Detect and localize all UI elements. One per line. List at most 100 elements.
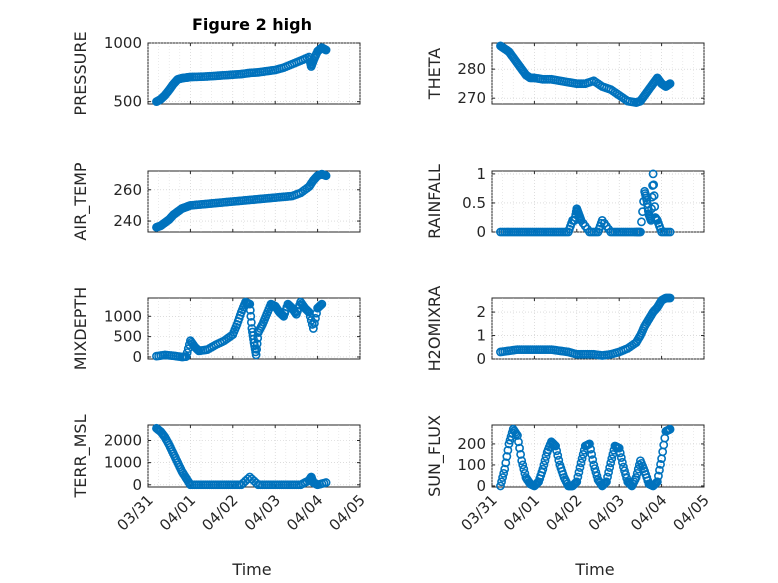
data-point [592,471,602,481]
data-point [607,454,617,464]
data-point [310,319,319,328]
y-axis-label: THETA [425,48,444,100]
y-tick-label: 1 [476,165,486,183]
data-point [321,45,331,55]
data-point [665,79,675,89]
x-axis-label-left: Time [231,560,271,579]
data-point [615,448,625,458]
data-point [585,439,594,449]
data-point [636,227,645,237]
y-tick-label: 1000 [104,454,142,472]
y-axis-label: AIR_TEMP [71,162,91,240]
data-point [586,444,595,454]
series-markers [152,169,331,232]
subplot-sun_flux: 03/31 04/01 04/02 04/03 04/04 04/05 0 100 200 SUN… [425,415,713,534]
data-point [519,464,529,474]
data-point [553,451,563,460]
series-markers [152,297,327,362]
data-point [496,481,505,491]
data-point [518,460,528,470]
y-tick-label: 0 [476,223,486,241]
data-point [625,479,635,489]
data-point [665,227,675,237]
data-point [321,171,331,181]
data-point [245,299,255,309]
data-point [649,191,659,201]
data-point [321,478,331,487]
data-point [650,202,660,211]
data-point [498,473,507,482]
subplot-mixdepth: 0 500 1000 MIXDEPTH [71,287,361,370]
data-point [316,300,326,310]
data-point [539,460,549,470]
subplot-air_temp: 240 260 AIR_TEMP [71,162,361,241]
data-point [245,305,255,315]
subplot-pressure: 500 1000 PRESSURE [71,31,361,116]
y-tick-label: 0.5 [462,194,486,212]
data-point [549,439,558,449]
series-markers [496,169,675,237]
data-point [656,460,665,469]
y-tick-label: 0 [476,477,486,495]
data-point [317,299,327,309]
y-tick-label: 0 [132,476,142,494]
y-tick-label: 200 [457,435,486,453]
data-point [315,301,325,311]
y-tick-label: 240 [113,212,142,230]
x-tick-label: 04/03 [585,491,628,534]
x-tick-label: 04/03 [241,491,284,534]
subplot-theta: 270 280 THETA [425,41,705,107]
data-point [574,467,584,477]
data-point [311,313,320,323]
y-tick-label: 0 [476,350,486,368]
data-point [602,477,611,487]
x-tick-label: 04/04 [627,491,670,534]
x-tick-label: 04/02 [198,491,241,534]
x-tick-label: 04/05 [326,491,369,534]
x-tick-label: 04/05 [670,491,713,534]
data-point [587,450,597,459]
y-tick-label: 1 [476,327,486,345]
data-point [246,317,256,327]
data-point [652,477,662,487]
x-tick-label: 03/31 [458,491,501,534]
y-axis-label: PRESSURE [71,31,90,115]
data-point [252,344,262,354]
data-point [575,463,585,472]
y-tick-label: 260 [113,181,142,199]
data-point [552,446,562,456]
y-tick-label: 0 [132,348,142,366]
data-point [606,458,616,468]
y-tick-label: 1000 [104,307,142,325]
subplot-h2omixra: 0 1 2 H2OMIXRA [425,286,705,372]
data-point [572,477,582,487]
y-tick-label: 2000 [104,432,142,450]
data-point [599,479,609,489]
y-axis-label: MIXDEPTH [71,287,90,370]
series-markers [496,424,675,491]
y-axis-label: H2OMIXRA [425,286,444,372]
data-point [251,350,261,360]
data-point [573,472,583,482]
data-point [554,455,564,465]
series-markers [152,423,331,490]
data-point [648,169,658,179]
series-markers [496,293,675,360]
x-tick-label: 04/01 [500,491,543,534]
data-point [665,293,675,303]
data-point [616,453,626,462]
data-point [665,424,675,434]
subplot-rainfall: 0 0.5 1 RAINFALL [425,164,705,241]
data-point [181,352,191,361]
y-tick-label: 280 [457,60,486,78]
data-point [308,324,318,333]
data-point [252,339,262,349]
data-point [182,348,192,357]
y-axis-label: SUN_FLUX [425,415,445,497]
x-axis-label-right: Time [574,560,614,579]
data-point [570,479,580,489]
figure-title: Figure 2 high [192,15,312,34]
y-tick-label: 500 [113,93,142,111]
data-point [517,456,527,466]
